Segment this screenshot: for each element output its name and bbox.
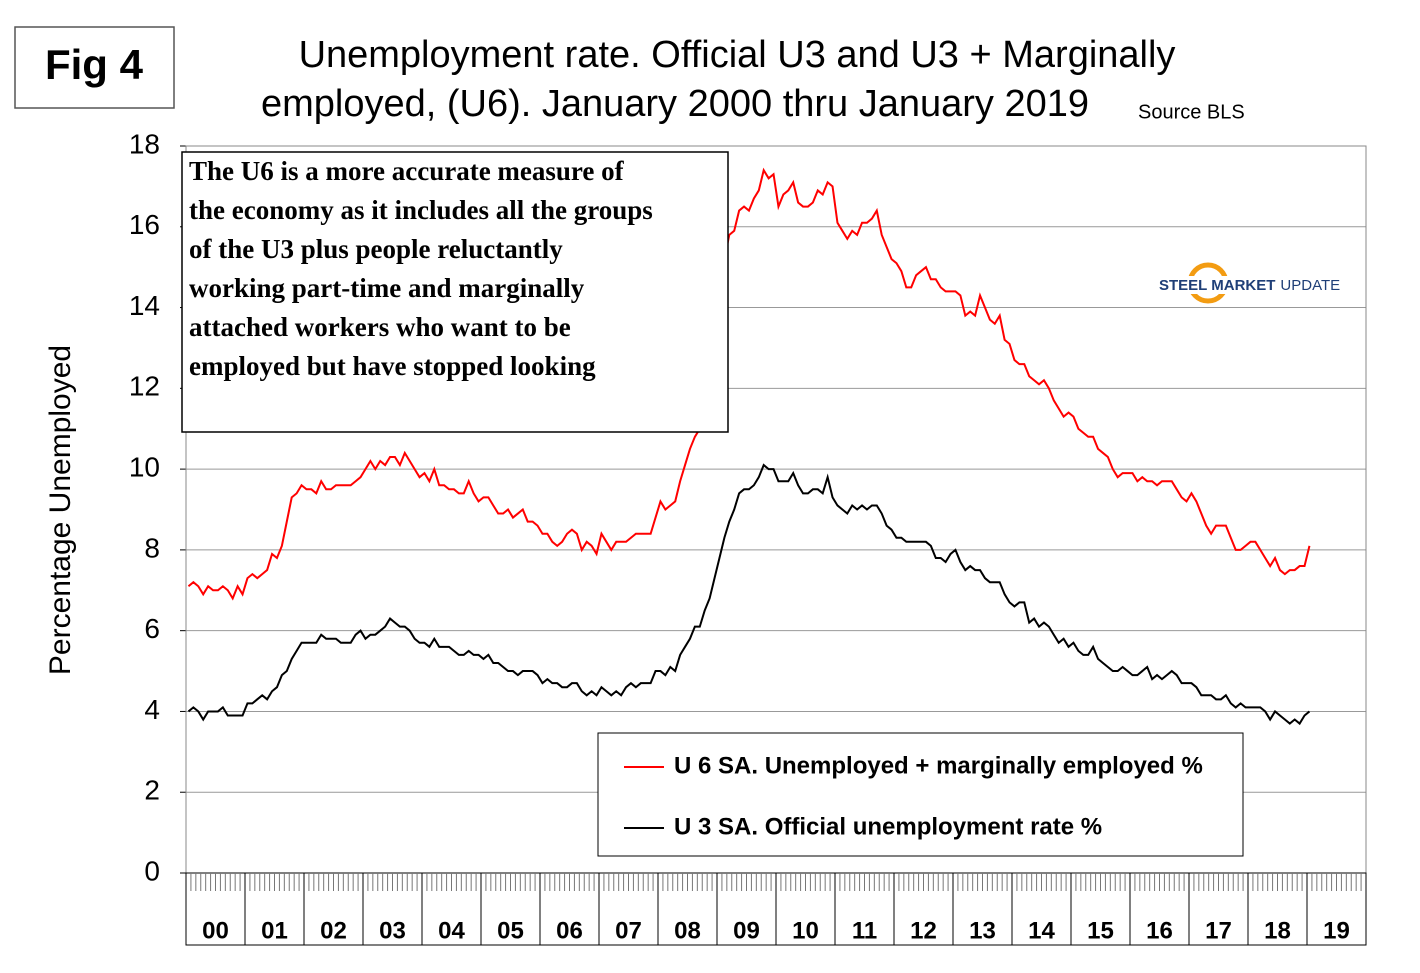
x-tick-label: 03: [379, 917, 406, 944]
annotation-line: the economy as it includes all the group…: [189, 195, 653, 225]
y-axis-label: Percentage Unemployed: [44, 345, 77, 675]
series-line: [187, 463, 1311, 726]
legend-label: U 6 SA. Unemployed + marginally employed…: [674, 752, 1203, 779]
y-tick-label: 8: [144, 532, 160, 563]
x-tick-label: 06: [556, 917, 583, 944]
annotation-line: employed but have stopped looking: [189, 351, 596, 381]
x-tick-label: 10: [792, 917, 819, 944]
x-tick-label: 00: [202, 917, 229, 944]
fig-label: Fig 4: [45, 41, 144, 88]
annotation-line: of the U3 plus people reluctantly: [189, 234, 563, 264]
x-tick-label: 07: [615, 917, 642, 944]
chart-title: Unemployment rate. Official U3 and U3 + …: [299, 34, 1176, 76]
logo: STEEL MARKET UPDATE: [1159, 277, 1340, 294]
logo-text: UPDATE: [1280, 277, 1340, 294]
x-tick-label: 14: [1028, 917, 1055, 944]
x-tick-label: 11: [852, 917, 877, 944]
y-tick-label: 2: [144, 775, 160, 806]
x-tick-label: 19: [1323, 917, 1350, 944]
x-tick-label: 13: [969, 917, 996, 944]
legend-label: U 3 SA. Official unemployment rate %: [674, 813, 1102, 840]
y-tick-label: 16: [129, 209, 160, 240]
x-tick-label: 04: [438, 917, 465, 944]
x-tick-label: 12: [910, 917, 937, 944]
x-tick-label: 08: [674, 917, 701, 944]
y-tick-label: 14: [129, 290, 160, 321]
y-tick-label: 12: [129, 371, 160, 402]
logo-text: STEEL MARKET: [1159, 277, 1275, 294]
y-tick-label: 0: [144, 855, 160, 886]
annotation-line: attached workers who want to be: [189, 312, 571, 342]
y-tick-label: 10: [129, 452, 160, 483]
x-tick-label: 05: [497, 917, 524, 944]
annotation-line: working part-time and marginally: [189, 273, 585, 303]
x-tick-label: 01: [261, 917, 288, 944]
source: Source BLS: [1138, 101, 1245, 123]
y-tick-label: 18: [129, 128, 160, 159]
series-line: [187, 167, 1311, 601]
logo-bg: [1155, 276, 1345, 294]
fig-box: [14, 26, 175, 109]
y-tick-label: 6: [144, 613, 160, 644]
chart-title: employed, (U6). January 2000 thru Januar…: [261, 83, 1089, 125]
annotation-line: The U6 is a more accurate measure of: [189, 156, 625, 186]
legend-box: [597, 732, 1244, 857]
x-tick-label: 17: [1205, 917, 1232, 944]
x-tick-label: 02: [320, 917, 347, 944]
y-tick-label: 4: [144, 694, 160, 725]
x-tick-label: 09: [733, 917, 760, 944]
annotation: The U6 is a more accurate measure of the …: [189, 156, 653, 381]
x-tick-label: 18: [1264, 917, 1291, 944]
annotation-box: [181, 151, 729, 433]
x-tick-label: 16: [1146, 917, 1173, 944]
legend: U 6 SA. Unemployed + marginally employed…: [624, 752, 1203, 840]
x-tick-label: 15: [1087, 917, 1114, 944]
